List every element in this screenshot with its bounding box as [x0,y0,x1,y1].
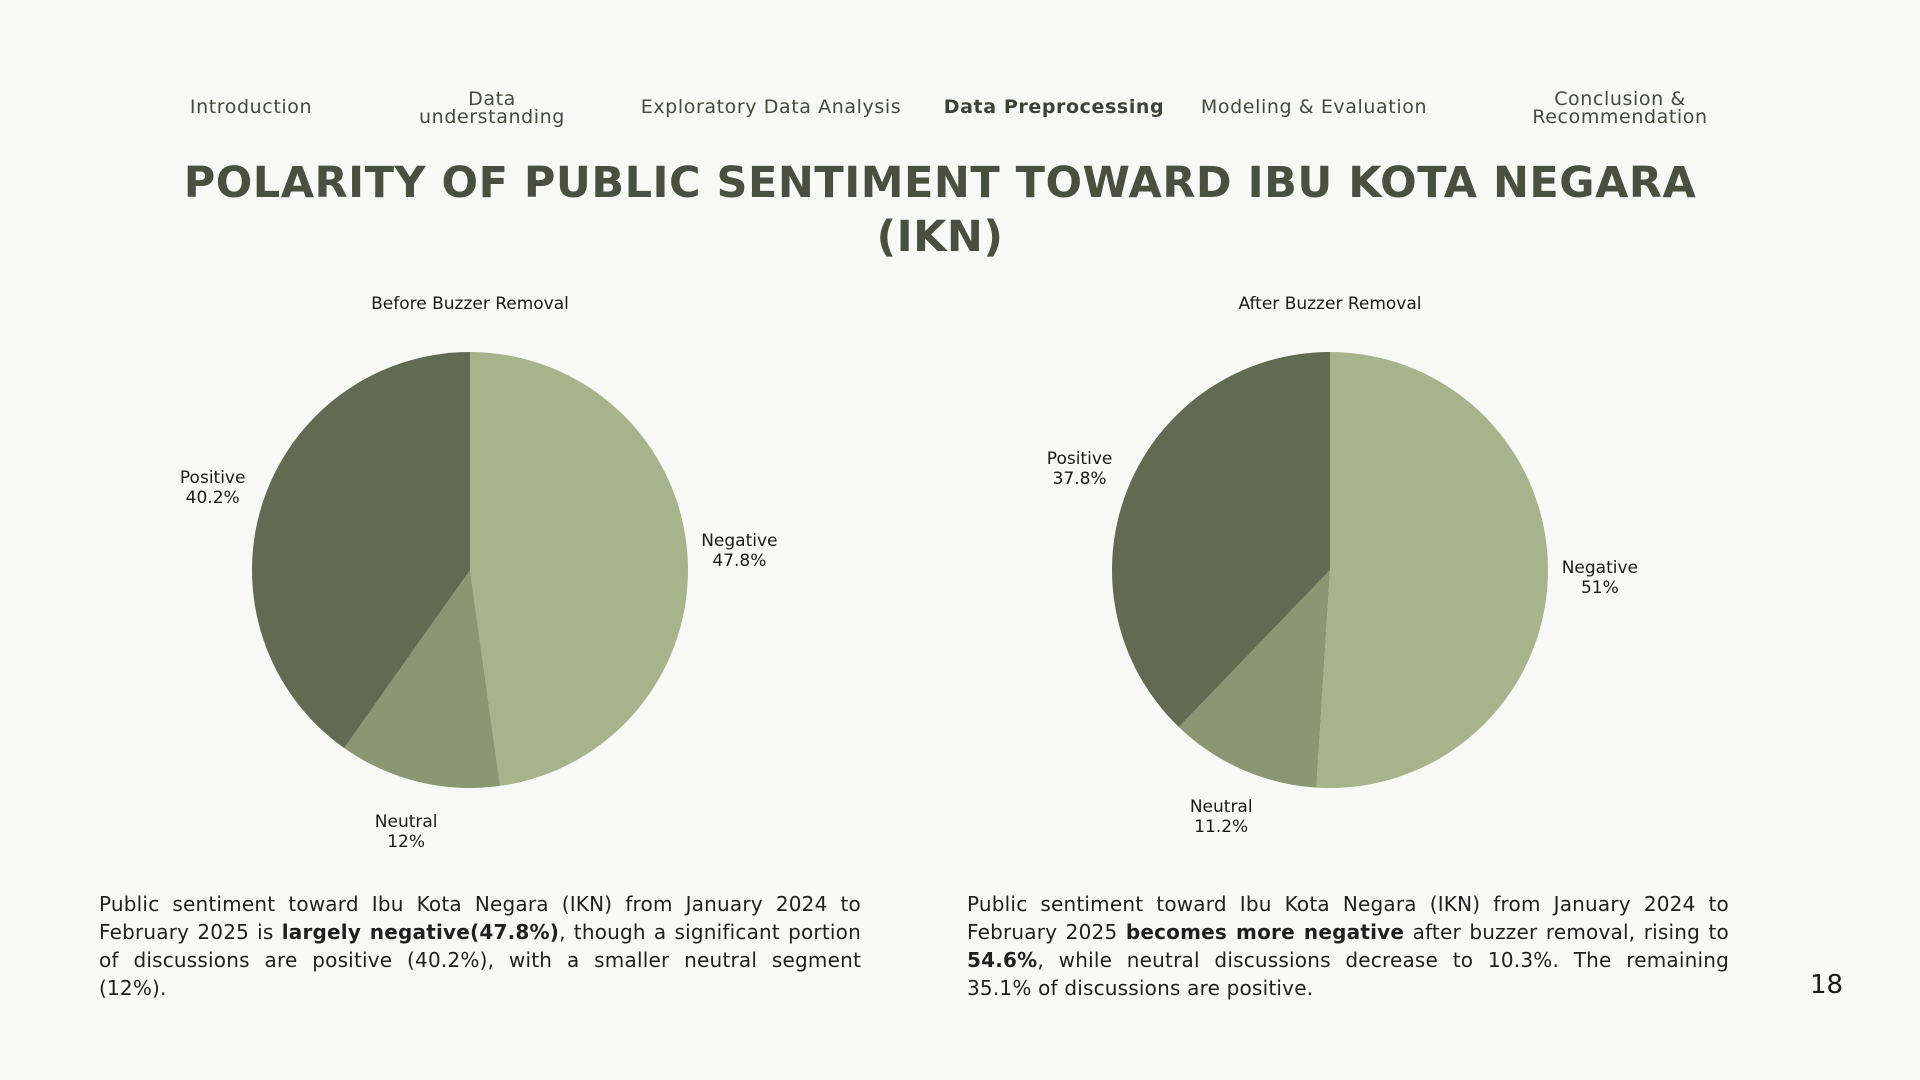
slice-label-positive: Positive 40.2% [180,468,246,508]
description-before: Public sentiment toward Ibu Kota Negara … [99,890,861,1002]
slice-label-value: 47.8% [712,551,767,572]
description-text: , though a significant portion of discus… [99,920,861,1000]
pie-chart-before: Before Buzzer Removal Negative 47.8% Neutr… [70,290,870,852]
pie-slice-negative [470,352,688,786]
slice-label-negative: Negative 51% [1562,558,1638,598]
pie-slice-positive [252,352,470,748]
pie-slice-neutral [1178,570,1330,788]
pie-svg-before [252,352,688,788]
pie-chart-after: After Buzzer Removal Negative 51% Neutral 1… [930,290,1730,850]
pie-slice-neutral [344,570,501,788]
slice-label-value: 40.2% [185,488,240,509]
top-navigation: Introduction Data understanding Explorat… [0,88,1920,128]
nav-item-exploratory-data-analysis[interactable]: Exploratory Data Analysis [640,96,902,118]
slice-label-name: Positive [1046,449,1113,470]
nav-item-modeling-evaluation[interactable]: Modeling & Evaluation [1200,96,1428,118]
pie-slice-positive [1112,352,1330,728]
slice-label-negative: Negative 47.8% [701,531,777,571]
description-text: after buzzer removal, rising to [1404,920,1729,944]
description-after: Public sentiment toward Ibu Kota Negara … [967,890,1729,1002]
slice-label-neutral: Neutral 12% [375,812,438,852]
slice-label-name: Neutral [374,812,438,833]
nav-item-conclusion-recommendation[interactable]: Conclusion & Recommendation [1532,88,1708,128]
chart-title-before: Before Buzzer Removal [371,294,569,314]
slice-label-positive: Positive 37.8% [1047,449,1113,489]
slice-label-value: 37.8% [1052,469,1107,490]
slice-label-name: Positive [179,468,246,489]
chart-title-after: After Buzzer Removal [1238,294,1422,314]
description-text: Public sentiment toward Ibu Kota Negara … [99,892,861,944]
description-bold-text: becomes more negative [1125,920,1405,944]
slice-label-value: 12% [387,832,426,853]
nav-item-data-understanding[interactable]: Data understanding [419,88,565,128]
nav-item-introduction[interactable]: Introduction [189,96,313,118]
slice-label-neutral: Neutral 11.2% [1190,797,1253,837]
nav-item-data-preprocessing[interactable]: Data Preprocessing [943,96,1165,118]
description-text: Public sentiment toward Ibu Kota Negara … [967,892,1729,944]
page-number: 18 [1810,970,1844,1000]
slice-label-value: 51% [1580,578,1619,599]
description-bold-text: 54.6% [967,948,1038,972]
pie-slice-negative [1316,352,1549,789]
slice-label-name: Negative [701,531,778,552]
slice-label-name: Negative [1561,558,1639,579]
pie-svg-after [1112,352,1549,789]
slice-label-name: Neutral [1189,797,1253,818]
description-text: , while neutral discussions decrease to … [967,948,1729,1000]
slice-label-value: 11.2% [1194,817,1249,838]
description-bold-text: largely negative(47.8%) [281,920,560,944]
slide-title: POLARITY OF PUBLIC SENTIMENT TOWARD IBU … [183,158,1697,262]
